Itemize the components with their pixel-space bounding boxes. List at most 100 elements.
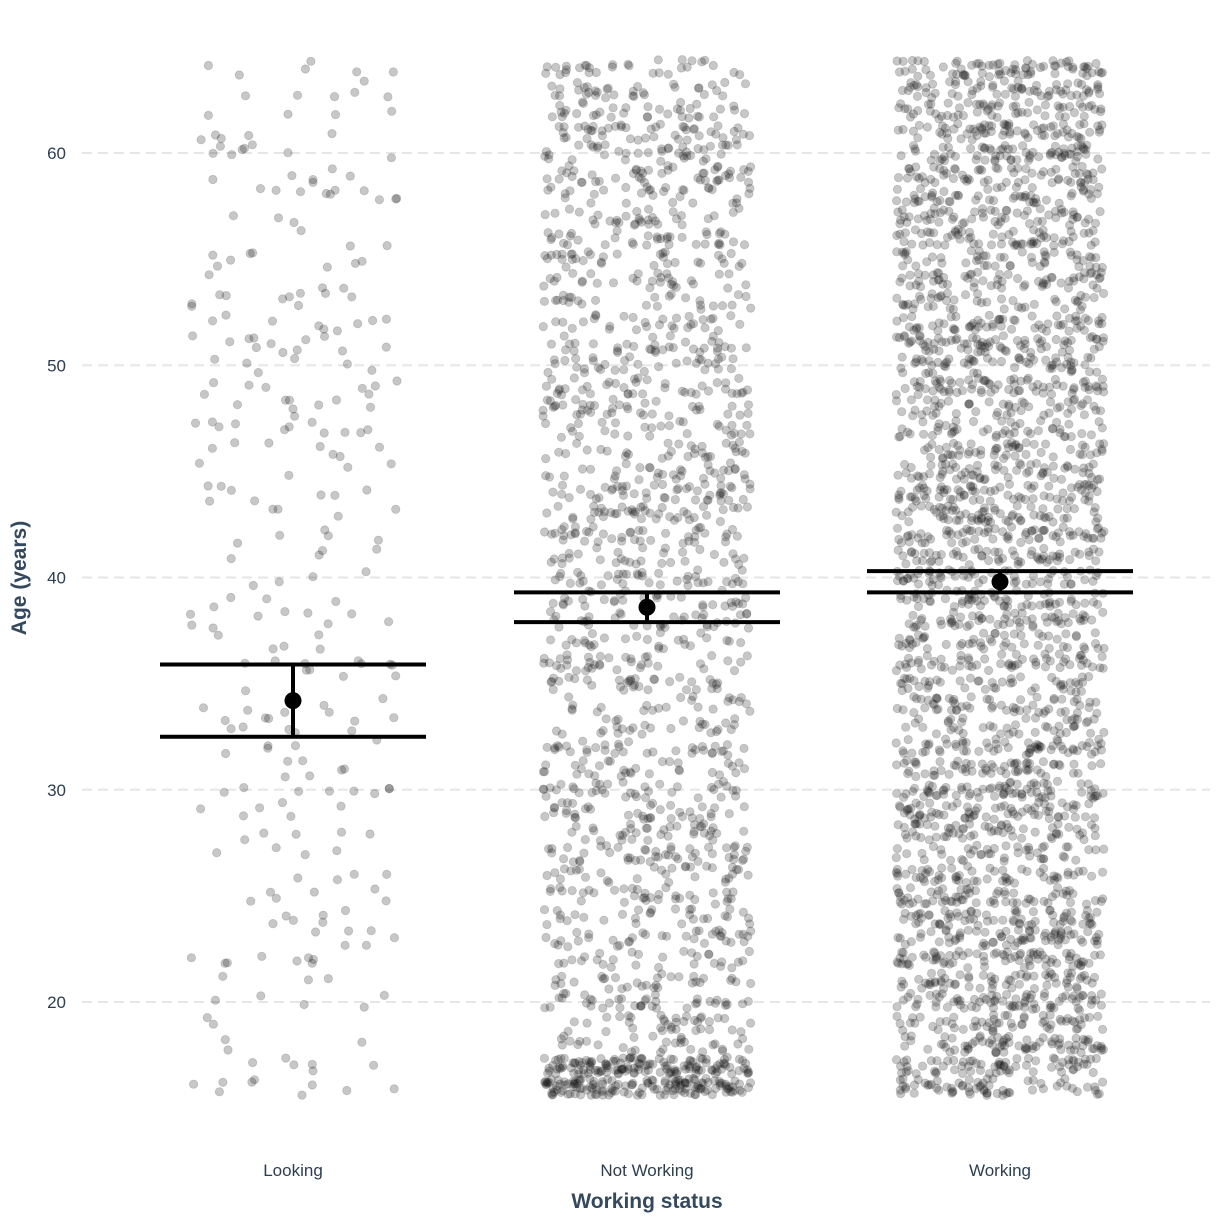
data-point xyxy=(610,173,621,183)
data-point xyxy=(693,702,703,712)
data-point xyxy=(940,734,951,744)
data-point xyxy=(722,781,732,791)
data-point xyxy=(353,319,363,329)
data-point xyxy=(967,611,978,621)
data-point xyxy=(926,155,936,165)
data-point xyxy=(652,301,663,311)
data-point xyxy=(712,162,723,172)
data-point xyxy=(968,495,978,505)
data-point xyxy=(659,825,669,835)
data-point xyxy=(558,317,568,327)
data-point xyxy=(623,937,634,947)
data-point xyxy=(203,110,213,121)
data-point xyxy=(647,1001,657,1011)
data-point xyxy=(892,1002,902,1012)
data-point xyxy=(1063,408,1073,418)
data-point xyxy=(705,674,715,685)
data-point xyxy=(586,407,596,417)
data-point xyxy=(599,594,609,605)
data-point xyxy=(629,1032,639,1043)
data-point xyxy=(941,801,952,811)
data-point xyxy=(944,938,954,948)
data-point xyxy=(999,630,1010,640)
data-point xyxy=(977,204,988,214)
data-point xyxy=(320,525,330,535)
data-point xyxy=(599,915,609,925)
data-point xyxy=(578,399,588,409)
data-point xyxy=(582,445,592,455)
data-point xyxy=(1012,1054,1022,1064)
data-point xyxy=(220,958,230,968)
data-point xyxy=(630,789,640,799)
data-point xyxy=(957,764,968,774)
data-point xyxy=(392,376,402,386)
data-point xyxy=(569,784,579,794)
data-point xyxy=(635,663,645,673)
data-point xyxy=(955,640,966,651)
data-point xyxy=(1049,917,1059,928)
data-point xyxy=(698,914,709,924)
data-point xyxy=(600,240,610,250)
data-point xyxy=(714,770,725,780)
data-point xyxy=(1086,430,1097,440)
data-point xyxy=(594,493,604,503)
data-point xyxy=(1008,888,1019,898)
data-point xyxy=(699,938,710,949)
data-point xyxy=(564,553,574,563)
data-point xyxy=(583,247,593,257)
data-point xyxy=(690,872,700,882)
data-point xyxy=(540,1077,551,1087)
data-point xyxy=(280,395,291,405)
data-point xyxy=(736,172,746,182)
data-point xyxy=(605,216,615,226)
data-point xyxy=(253,611,263,621)
data-point xyxy=(990,995,1000,1005)
data-point xyxy=(664,239,674,250)
data-point xyxy=(651,1003,662,1013)
data-point xyxy=(942,1002,953,1012)
data-point xyxy=(1002,601,1013,612)
data-point xyxy=(689,934,699,944)
data-point xyxy=(675,416,685,426)
data-point xyxy=(1028,197,1038,207)
data-point xyxy=(1052,556,1063,566)
data-point xyxy=(619,108,629,118)
data-point xyxy=(965,1056,975,1066)
data-point xyxy=(562,842,573,853)
data-point xyxy=(706,812,716,822)
data-point xyxy=(641,845,651,855)
data-point xyxy=(665,1080,675,1090)
data-point xyxy=(340,940,350,950)
data-point xyxy=(286,811,296,822)
data-point xyxy=(575,578,585,588)
data-point xyxy=(296,226,306,236)
data-point xyxy=(917,172,928,182)
data-point xyxy=(333,511,343,521)
data-point xyxy=(545,635,556,645)
data-point xyxy=(615,1002,625,1013)
data-point xyxy=(698,156,708,166)
data-point xyxy=(724,809,734,819)
data-point xyxy=(594,761,605,771)
data-point xyxy=(613,1069,623,1079)
data-point xyxy=(727,761,738,771)
data-point xyxy=(1054,597,1065,607)
data-point xyxy=(734,758,744,768)
data-point xyxy=(244,334,254,344)
data-point xyxy=(577,277,587,287)
data-point xyxy=(303,975,313,985)
data-point xyxy=(677,811,688,822)
data-point xyxy=(731,977,741,987)
data-point xyxy=(903,507,913,517)
data-point xyxy=(698,473,709,483)
data-point xyxy=(905,810,915,820)
data-point xyxy=(1002,205,1012,216)
data-point xyxy=(680,337,691,347)
data-point xyxy=(551,317,561,327)
data-point xyxy=(1034,533,1044,543)
data-point xyxy=(627,933,638,943)
data-point xyxy=(597,417,607,427)
data-point xyxy=(645,812,655,823)
data-point xyxy=(892,868,902,879)
data-point xyxy=(243,705,253,715)
